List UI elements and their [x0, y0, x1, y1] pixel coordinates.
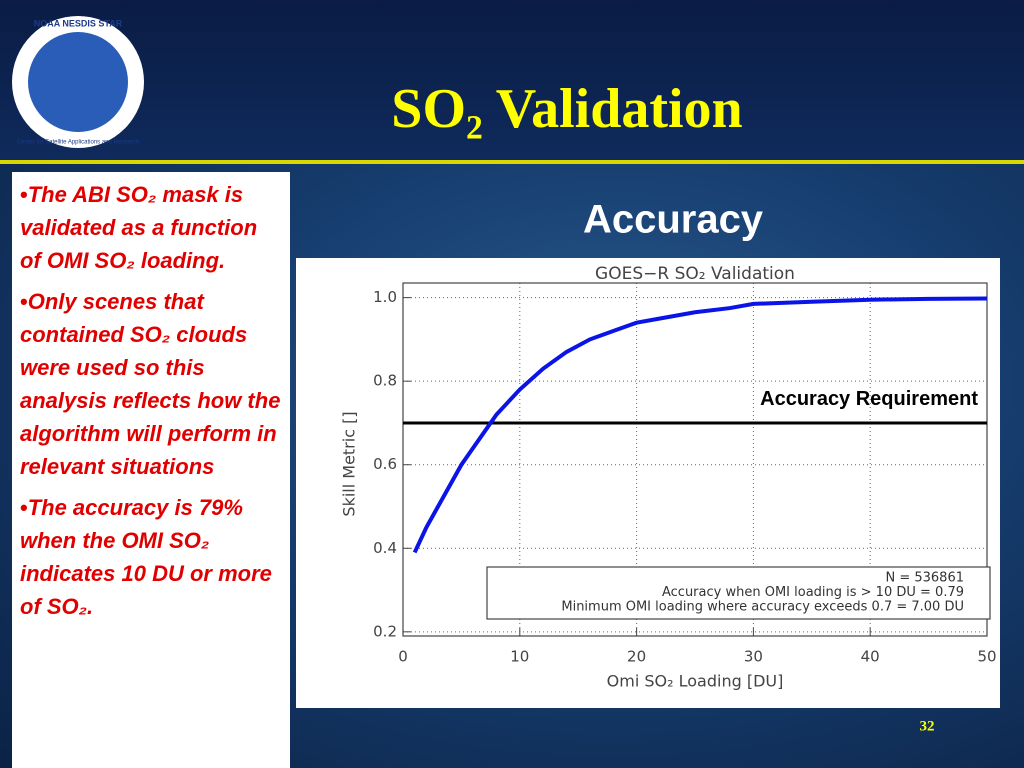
- threshold-label: Accuracy Requirement: [760, 388, 978, 410]
- chart: GOES−R SO₂ Validation Omi SO₂ Loading [D…: [296, 258, 1000, 708]
- y-tick-label: 0.6: [373, 455, 397, 473]
- y-tick-label: 1.0: [373, 288, 397, 306]
- section-title: Accuracy: [583, 198, 764, 242]
- x-axis-label: Omi SO₂ Loading [DU]: [607, 672, 784, 691]
- stats-box: [486, 566, 991, 620]
- x-tick-label: 40: [861, 648, 880, 666]
- page-number: 32: [920, 718, 935, 734]
- y-axis-label: Skill Metric []: [340, 411, 359, 516]
- x-tick-label: 0: [398, 648, 408, 666]
- header-rule: [0, 160, 1024, 164]
- x-tick-label: 10: [510, 648, 529, 666]
- stats-text: N = 536861: [885, 571, 964, 586]
- x-tick-label: 50: [977, 648, 996, 666]
- bullet: Only scenes that contained SO₂ clouds we…: [20, 285, 282, 483]
- plot-frame: [402, 282, 988, 637]
- stats-text: Minimum OMI loading where accuracy excee…: [561, 600, 964, 615]
- y-tick-label: 0.8: [373, 372, 397, 390]
- data-line: [412, 296, 988, 554]
- bullet: The ABI SO₂ mask is validated as a funct…: [20, 178, 282, 277]
- x-tick-label: 20: [627, 648, 646, 666]
- bullet: The accuracy is 79% when the OMI SO₂ ind…: [20, 491, 282, 623]
- chart-background: [296, 258, 1000, 708]
- x-tick-label: 30: [744, 648, 763, 666]
- chart-title: GOES−R SO₂ Validation: [595, 264, 795, 284]
- y-tick-label: 0.2: [373, 622, 397, 640]
- stats-text: Accuracy when OMI loading is > 10 DU = 0…: [662, 585, 964, 600]
- bullet-panel: The ABI SO₂ mask is validated as a funct…: [12, 172, 290, 768]
- header: [0, 0, 1024, 160]
- y-tick-label: 0.4: [373, 539, 397, 557]
